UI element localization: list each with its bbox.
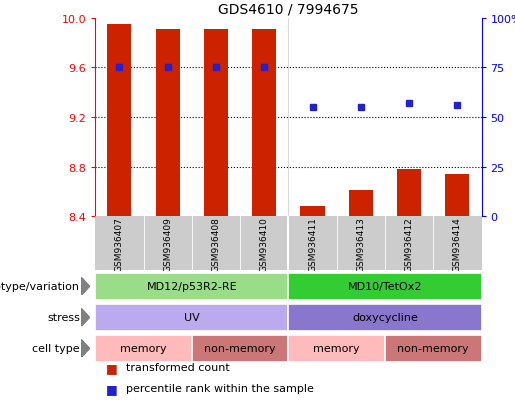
Text: ■: ■ (106, 382, 117, 395)
Text: GSM936413: GSM936413 (356, 216, 365, 271)
Text: GSM936414: GSM936414 (453, 216, 462, 271)
Text: doxycycline: doxycycline (352, 313, 418, 323)
Text: cell type: cell type (32, 344, 80, 354)
Bar (288, 335, 385, 362)
Bar (95, 304, 288, 331)
Bar (288, 304, 482, 331)
Bar (252, 30, 277, 217)
Text: ■: ■ (106, 361, 117, 374)
Bar (107, 25, 131, 217)
Text: memory: memory (120, 344, 167, 354)
Bar (156, 30, 180, 217)
Bar (385, 335, 482, 362)
Polygon shape (81, 309, 90, 327)
Bar (192, 335, 288, 362)
Text: MD10/TetOx2: MD10/TetOx2 (348, 282, 422, 292)
Bar (95, 273, 288, 300)
Bar (300, 207, 324, 217)
Text: GSM936407: GSM936407 (115, 216, 124, 271)
Text: non-memory: non-memory (398, 344, 469, 354)
Text: UV: UV (184, 313, 200, 323)
Text: stress: stress (47, 313, 80, 323)
Bar (397, 170, 421, 217)
Text: MD12/p53R2-RE: MD12/p53R2-RE (147, 282, 237, 292)
Text: percentile rank within the sample: percentile rank within the sample (126, 383, 314, 393)
Bar (349, 191, 373, 217)
Text: transformed count: transformed count (126, 363, 230, 373)
Text: GSM936410: GSM936410 (260, 216, 269, 271)
Bar (95, 335, 192, 362)
Text: GSM936409: GSM936409 (163, 216, 172, 271)
Polygon shape (81, 339, 90, 358)
Bar (204, 30, 228, 217)
Text: GSM936411: GSM936411 (308, 216, 317, 271)
Text: GSM936412: GSM936412 (405, 216, 414, 271)
Bar (288, 273, 482, 300)
Title: GDS4610 / 7994675: GDS4610 / 7994675 (218, 2, 358, 16)
Bar (445, 175, 470, 217)
Text: memory: memory (313, 344, 360, 354)
Text: genotype/variation: genotype/variation (0, 282, 80, 292)
Polygon shape (81, 278, 90, 296)
Text: non-memory: non-memory (204, 344, 276, 354)
Text: GSM936408: GSM936408 (212, 216, 220, 271)
